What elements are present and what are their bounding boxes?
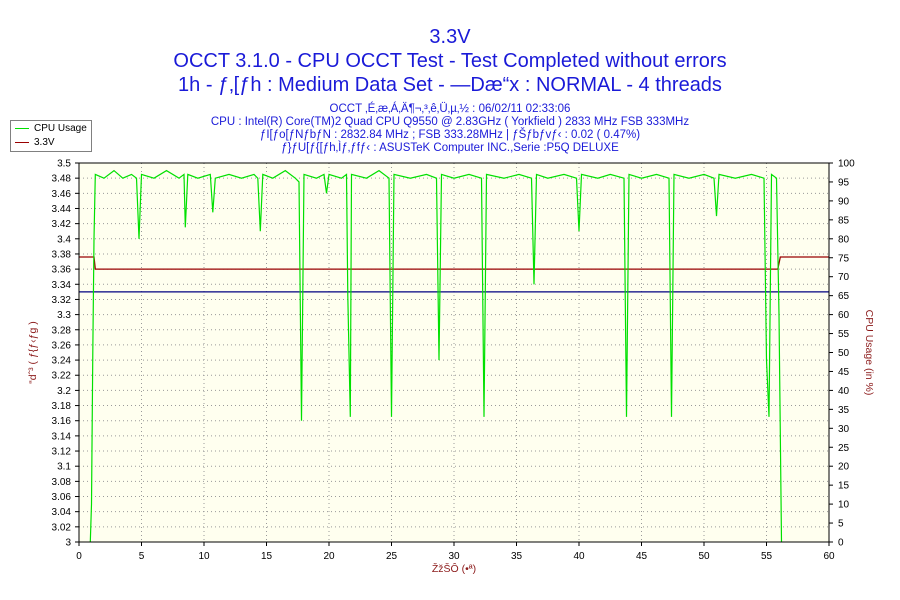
x-tick-label: 0: [76, 551, 82, 562]
y-right-tick-label: 25: [838, 443, 850, 454]
legend-label-3v3: 3.3V: [34, 137, 55, 148]
y-right-tick-label: 30: [838, 424, 850, 435]
y-right-tick-label: 50: [838, 348, 850, 359]
y-left-tick-label: 3.44: [52, 204, 72, 215]
y-left-tick-label: 3.28: [52, 325, 72, 336]
info-line-cpu: CPU : Intel(R) Core(TM)2 Quad CPU Q9550 …: [210, 116, 690, 128]
chart-title: 3.3V: [429, 26, 471, 48]
legend-swatch-3v3: [15, 142, 29, 143]
y-left-tick-label: 3.34: [52, 280, 72, 291]
y-right-tick-label: 90: [838, 196, 850, 207]
y-left-tick-label: 3.14: [52, 431, 72, 442]
y-left-tick-label: 3.24: [52, 356, 72, 367]
x-tick-label: 55: [761, 551, 773, 562]
y-right-tick-label: 5: [838, 519, 844, 530]
y-left-tick-label: 3.38: [52, 249, 72, 260]
legend-item-3v3: 3.3V: [15, 136, 91, 150]
y-right-tick-label: 15: [838, 481, 850, 492]
y-right-tick-label: 95: [838, 177, 850, 188]
y-right-tick-label: 20: [838, 462, 850, 473]
y-left-tick-label: 3.48: [52, 174, 72, 185]
y-left-tick-label: 3.3: [57, 310, 71, 321]
x-tick-label: 50: [698, 551, 710, 562]
x-tick-label: 35: [511, 551, 523, 562]
y-left-tick-label: 3.06: [52, 492, 72, 503]
y-right-tick-label: 75: [838, 253, 850, 264]
y-left-axis-label: “dˆ³ ( ƒ{ƒ‹ƒg ): [27, 321, 39, 383]
y-left-tick-label: 3.08: [52, 477, 72, 488]
y-left-tick-label: 3.42: [52, 219, 72, 230]
y-left-tick-label: 3.12: [52, 447, 72, 458]
info-line-date: OCCT ‚É‚æ‚Á‚Ä¶¬‚³‚ê‚Ü‚µ‚½ : 06/02/11 02:…: [329, 103, 571, 115]
x-tick-label: 60: [823, 551, 835, 562]
y-left-tick-label: 3.32: [52, 295, 72, 306]
series-line-cpu-usage: [89, 169, 783, 543]
info-line-overclock: ƒI[ƒo[ƒNƒbƒN : 2832.84 MHz ; FSB 333.28M…: [259, 129, 641, 141]
y-right-tick-label: 65: [838, 291, 850, 302]
y-left-tick-label: 3.16: [52, 416, 72, 427]
x-tick-label: 30: [448, 551, 460, 562]
y-left-tick-label: 3.36: [52, 265, 72, 276]
y-right-tick-label: 35: [838, 405, 850, 416]
y-left-tick-label: 3.02: [52, 522, 72, 533]
plot-frame: [78, 162, 830, 543]
y-right-tick-label: 100: [838, 159, 855, 170]
chart-subtitle-2: 1h - ƒ‚[ƒh : Medium Data Set - —Dæ“x : N…: [178, 74, 722, 96]
y-right-tick-label: 45: [838, 367, 850, 378]
chart-subtitle: OCCT 3.1.0 - CPU OCCT Test - Test Comple…: [173, 50, 727, 72]
plot-area: [79, 163, 829, 542]
y-right-tick-label: 60: [838, 310, 850, 321]
y-left-tick-label: 3.2: [57, 386, 71, 397]
y-right-tick-label: 70: [838, 272, 850, 283]
y-left-tick-label: 3.46: [52, 189, 72, 200]
y-left-tick-label: 3.22: [52, 371, 72, 382]
legend-swatch-cpu-usage: [15, 128, 29, 129]
x-tick-label: 40: [573, 551, 585, 562]
info-line-motherboard: ƒ}ƒU[ƒ{[ƒh‚Ìƒ‚ƒfƒ‹ : ASUSTeK Computer IN…: [281, 142, 619, 154]
y-right-tick-label: 85: [838, 215, 850, 226]
y-right-tick-label: 10: [838, 500, 850, 511]
y-right-axis-label: CPU Usage (in %): [863, 310, 875, 396]
series-line-3v3: [79, 256, 829, 270]
x-tick-label: 10: [198, 551, 210, 562]
x-tick-label: 20: [323, 551, 335, 562]
x-tick-label: 25: [386, 551, 398, 562]
y-right-tick-label: 80: [838, 234, 850, 245]
y-left-tick-label: 3.04: [52, 507, 72, 518]
legend-item-cpu-usage: CPU Usage: [15, 122, 91, 136]
y-right-tick-label: 55: [838, 329, 850, 340]
x-axis-label: ŽžŠÔ (•ª): [432, 562, 476, 575]
y-left-tick-label: 3.26: [52, 340, 72, 351]
x-tick-label: 5: [139, 551, 145, 562]
legend-label-cpu-usage: CPU Usage: [34, 123, 87, 134]
y-right-tick-label: 0: [838, 538, 844, 549]
legend: CPU Usage 3.3V: [10, 120, 92, 152]
y-left-tick-label: 3.4: [57, 234, 71, 245]
y-left-tick-label: 3.18: [52, 401, 72, 412]
x-tick-label: 15: [261, 551, 273, 562]
y-left-tick-label: 3.1: [57, 462, 71, 473]
x-tick-label: 45: [636, 551, 648, 562]
y-left-tick-label: 3.5: [57, 159, 71, 170]
y-right-tick-label: 40: [838, 386, 850, 397]
y-left-tick-label: 3: [65, 538, 71, 549]
